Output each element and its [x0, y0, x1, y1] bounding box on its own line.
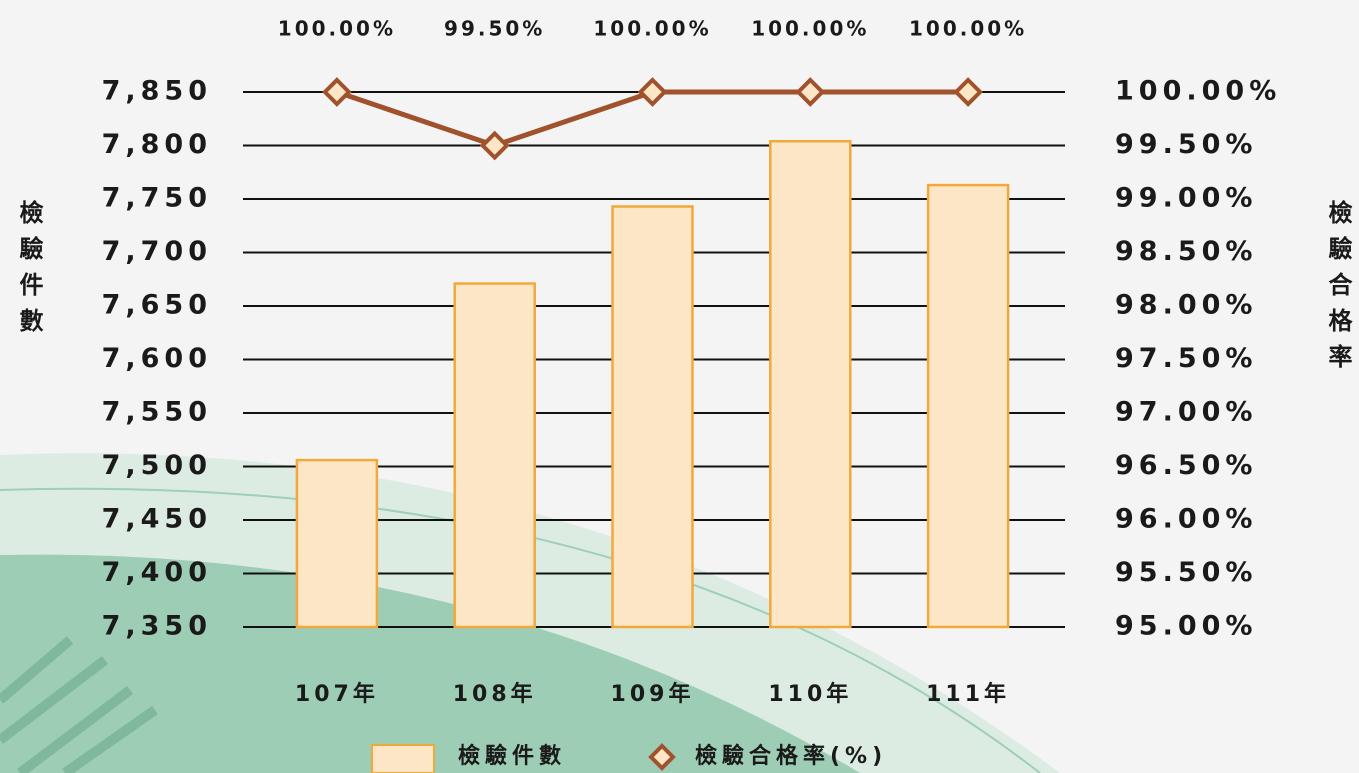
x-tick-label: 107年 — [295, 681, 379, 707]
y-tick-label: 7,850 — [102, 76, 212, 107]
y-tick-label: 7,800 — [102, 129, 212, 160]
y-tick-label: 7,350 — [102, 611, 212, 642]
data-label: 100.00% — [751, 17, 869, 41]
bar — [455, 284, 535, 627]
bar — [770, 141, 850, 627]
y2-tick-label: 99.00% — [1115, 183, 1257, 214]
y2-tick-label: 100.00% — [1115, 76, 1281, 107]
bar — [928, 185, 1008, 627]
y2-tick-label: 95.50% — [1115, 557, 1257, 588]
y2-tick-label: 98.00% — [1115, 290, 1257, 321]
y-tick-label: 7,750 — [102, 183, 212, 214]
line-marker — [483, 134, 507, 158]
data-label: 99.50% — [444, 17, 545, 41]
y2-tick-label: 95.00% — [1115, 611, 1257, 642]
y-tick-label: 7,650 — [102, 290, 212, 321]
chart: 檢驗件數 檢驗合格率 7,350 7,400 7,450 7,500 7,550 7,60… — [0, 0, 1359, 773]
line-marker — [641, 80, 665, 104]
x-tick-label: 108年 — [453, 681, 537, 707]
y2-tick-label: 97.00% — [1115, 397, 1257, 428]
line-marker — [798, 80, 822, 104]
bar — [613, 206, 693, 627]
x-tick-label: 109年 — [611, 681, 695, 707]
legend-label: 檢驗合格率(%) — [695, 743, 887, 769]
y-tick-label: 7,550 — [102, 397, 212, 428]
x-tick-label: 110年 — [768, 681, 852, 707]
y2-tick-label: 96.50% — [1115, 450, 1257, 481]
data-label: 100.00% — [593, 17, 711, 41]
y-tick-label: 7,700 — [102, 236, 212, 267]
y2-axis-title: 檢驗合格率 — [1324, 199, 1352, 380]
line-marker — [956, 80, 980, 104]
legend-swatch — [372, 745, 434, 773]
y-tick-label: 7,500 — [102, 450, 212, 481]
legend-label: 檢驗件數 — [458, 743, 566, 769]
y2-tick-label: 99.50% — [1115, 129, 1257, 160]
y-tick-label: 7,600 — [102, 343, 212, 374]
y2-tick-label: 98.50% — [1115, 236, 1257, 267]
y-axis-title: 檢驗件數 — [15, 199, 43, 344]
x-tick-label: 111年 — [926, 681, 1010, 707]
data-label: 100.00% — [909, 17, 1027, 41]
y-tick-label: 7,450 — [102, 504, 212, 535]
line-marker — [325, 80, 349, 104]
data-label: 100.00% — [278, 17, 396, 41]
y2-tick-label: 96.00% — [1115, 504, 1257, 535]
bar — [297, 460, 377, 627]
y-tick-label: 7,400 — [102, 557, 212, 588]
y2-tick-label: 97.50% — [1115, 343, 1257, 374]
